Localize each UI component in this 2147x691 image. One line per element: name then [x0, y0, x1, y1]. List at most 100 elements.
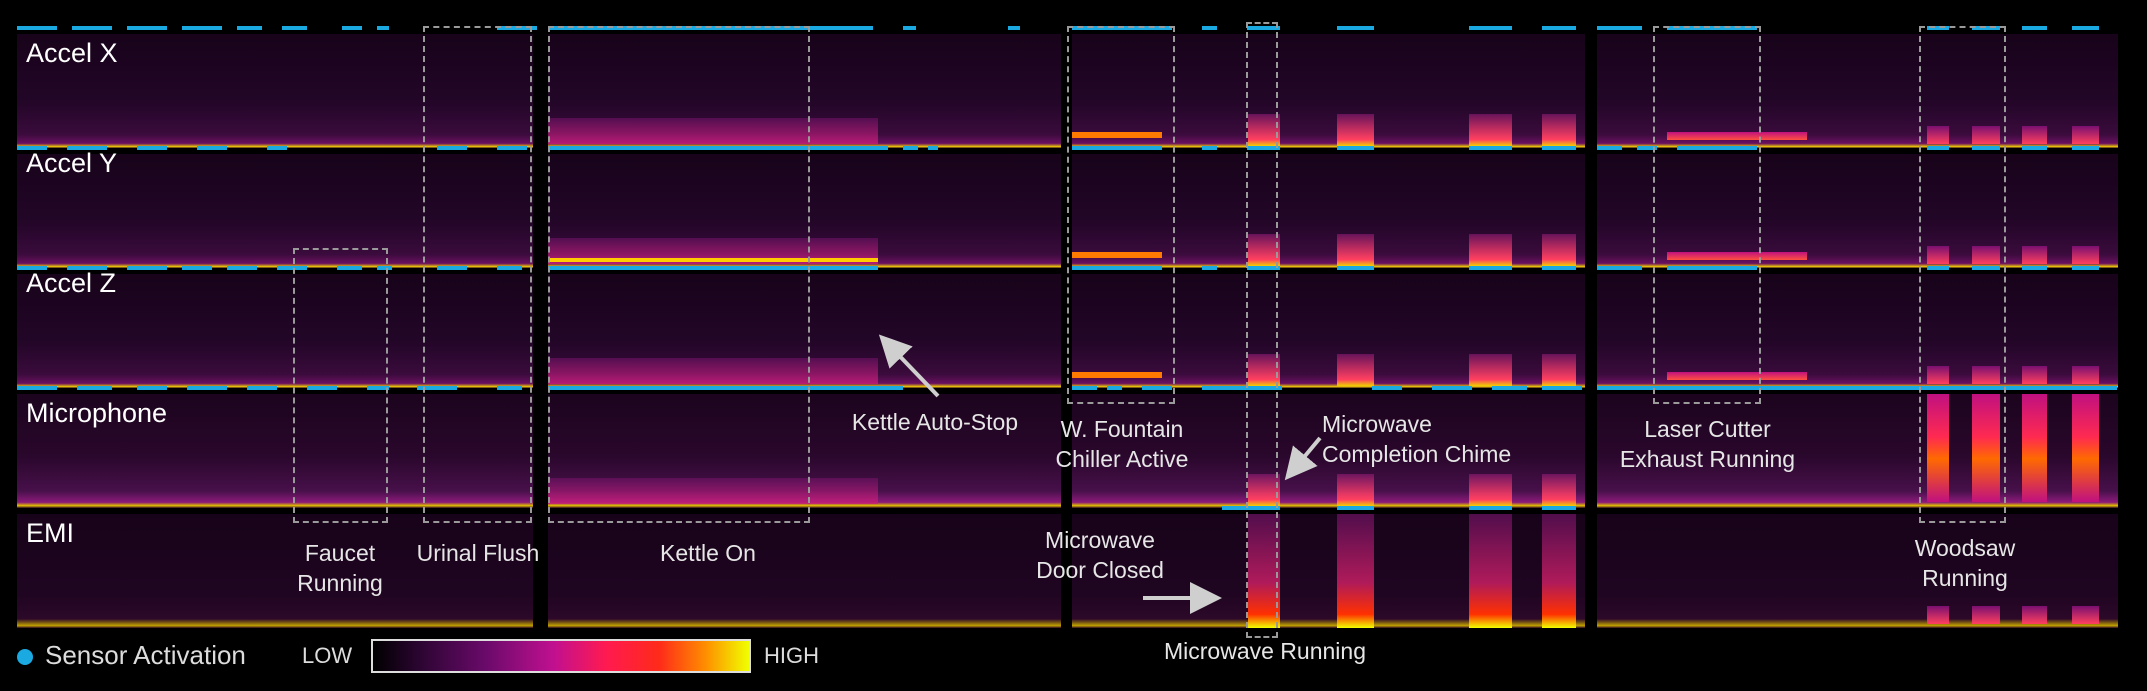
sensor-activation-bar	[1972, 266, 2000, 270]
sensor-activation-bar	[337, 266, 362, 270]
spectrogram-panel	[548, 34, 1061, 148]
spectrogram-band	[1337, 474, 1374, 506]
sensor-activation-bar	[2022, 146, 2047, 150]
sensor-activation-bar	[1637, 146, 1657, 150]
sensor-activation-bar	[1597, 146, 1622, 150]
spectrogram-band	[2072, 366, 2099, 384]
spectrogram-panel	[1597, 514, 2118, 628]
sensor-activation-bar	[1927, 26, 1949, 30]
sensor-activation-bar	[377, 266, 392, 270]
spectrogram-band	[2072, 126, 2099, 144]
faucet-running-annotation: Faucet Running	[297, 540, 383, 596]
spectrogram-panel	[17, 154, 533, 268]
sensor-activation-bar	[1247, 26, 1280, 30]
spectrogram-band	[548, 358, 878, 384]
spectrogram-band	[1072, 252, 1162, 258]
sensor-activation-bar	[307, 386, 337, 390]
spectrogram-panel	[17, 34, 533, 148]
spectrogram-band	[1248, 354, 1280, 386]
sensor-activation-bar	[1542, 266, 1576, 270]
spectrogram-panel	[17, 394, 533, 508]
microwave-door-closed-annotation: Microwave Door Closed	[1036, 527, 1164, 583]
woodsaw-running-annotation: Woodsaw Running	[1914, 535, 2016, 591]
sensor-activation-bar	[1222, 506, 1280, 510]
sensor-activation-bar	[17, 266, 47, 270]
spectrogram-panel	[1072, 154, 1585, 268]
sensor-activation-bar	[497, 146, 527, 150]
sensor-activation-bar	[1142, 386, 1172, 390]
sensor-activation-bar	[1542, 386, 1582, 390]
sensor-activation-icon	[17, 649, 33, 665]
spectrogram-panel	[17, 514, 533, 628]
chime-arrow	[1284, 436, 1322, 481]
spectrogram-band	[1248, 234, 1280, 266]
sensor-activation-bar	[437, 146, 467, 150]
sensor-activation-bar	[247, 386, 277, 390]
sensor-activation-bar	[2072, 146, 2099, 150]
sensor-activation-bar	[1542, 146, 1576, 150]
spectrogram-band	[1927, 126, 1949, 144]
spectrogram-panel	[17, 274, 533, 388]
sensor-activation-bar	[1677, 146, 1757, 150]
spectrogram-band	[1469, 114, 1512, 146]
spectrogram-panel	[548, 274, 1061, 388]
sensor-activation-bar	[548, 386, 903, 390]
sensor-activation-bar	[187, 386, 227, 390]
sensor-activation-bar	[1008, 26, 1020, 30]
sensor-activation-bar	[182, 266, 212, 270]
sensor-activation-bar	[1542, 26, 1576, 30]
sensor-activation-bar	[227, 266, 257, 270]
spectrogram-band	[2022, 366, 2047, 384]
spectrogram-band	[1542, 474, 1576, 506]
sensor-activation-bar	[67, 266, 107, 270]
spectrogram-band	[2022, 394, 2047, 502]
spectrogram-band	[1072, 132, 1162, 138]
microwave-completion-chime-annotation: Microwave Completion Chime	[1322, 411, 1512, 467]
sensor-activation-bar	[17, 26, 57, 30]
sensor-activation-bar	[1972, 26, 2000, 30]
sensor-activation-bar	[1247, 266, 1280, 270]
sensor-activation-bar	[182, 26, 222, 30]
sensor-activation-bar	[548, 26, 873, 30]
spectrogram-band	[1469, 514, 1512, 628]
spectrogram-band	[1927, 394, 1949, 502]
spectrogram-band	[1337, 234, 1374, 266]
sensor-activation-bar	[377, 26, 389, 30]
spectrogram-band	[1542, 234, 1576, 266]
spectrogram-band	[1972, 366, 2000, 384]
spectrogram-band	[1542, 354, 1576, 386]
kettle-on-annotation: Kettle On	[660, 540, 756, 566]
label-emi: EMI	[26, 518, 75, 548]
sensor-activation-bar	[17, 146, 47, 150]
spectrogram-panel	[1072, 394, 1585, 508]
spectrogram-band	[1667, 252, 1807, 260]
spectrogram-band	[1927, 246, 1949, 264]
spectrogram-band	[1469, 474, 1512, 506]
urinal-flush-annotation: Urinal Flush	[416, 540, 540, 566]
laser-cutter-annotation: Laser Cutter Exhaust Running	[1619, 416, 1796, 472]
sensor-activation-bar	[127, 266, 167, 270]
spectrogram-band	[1972, 126, 2000, 144]
sensor-activation-bar	[1667, 26, 1757, 30]
sensor-activation-bar	[237, 26, 262, 30]
water-fountain-annotation: W. Fountain Chiller Active	[1055, 416, 1189, 472]
sensor-activation-bar	[1072, 26, 1172, 30]
sensor-activation-bar	[1597, 386, 2117, 390]
sensor-activation-bar	[1597, 266, 1642, 270]
sensor-activation-bar	[1927, 266, 1949, 270]
sensor-activation-bar	[548, 266, 878, 270]
sensor-activation-bar	[67, 146, 107, 150]
sensor-activation-bar	[1337, 266, 1374, 270]
spectrogram-panel	[1597, 34, 2118, 148]
spectrogram-band	[1927, 366, 1949, 384]
legend-low-label: LOW	[302, 643, 353, 668]
spectrogram-band	[1667, 132, 1807, 140]
sensor-activation-bar	[1972, 146, 2000, 150]
sensor-activation-bar	[137, 386, 167, 390]
spectrogram-band	[2022, 246, 2047, 264]
sensor-activation-bar	[1202, 146, 1217, 150]
sensor-activation-bar	[1597, 26, 1642, 30]
sensor-activation-bar	[277, 266, 307, 270]
sensor-activation-bar	[2072, 266, 2099, 270]
